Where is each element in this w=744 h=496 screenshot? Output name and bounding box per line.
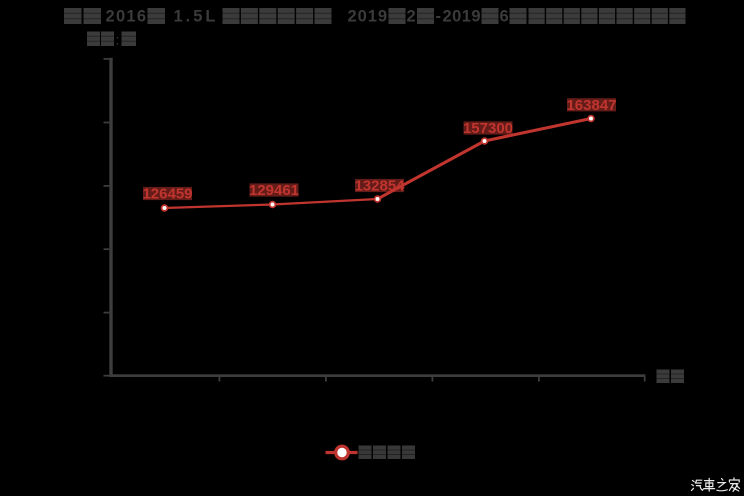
svg-text:2: 2 <box>407 8 416 26</box>
svg-text:157300: 157300 <box>463 120 513 137</box>
svg-text:129461: 129461 <box>249 182 299 199</box>
svg-text:6: 6 <box>500 8 509 26</box>
svg-text:1.5L: 1.5L <box>174 8 216 26</box>
svg-text:132854: 132854 <box>354 178 405 195</box>
svg-text:2019: 2019 <box>348 8 388 26</box>
svg-text:-: - <box>436 8 442 26</box>
svg-text:126459: 126459 <box>142 186 192 203</box>
svg-text:2019: 2019 <box>443 8 481 26</box>
svg-text:163847: 163847 <box>566 97 616 114</box>
svg-text:2016: 2016 <box>106 8 147 26</box>
svg-text::: : <box>116 32 120 48</box>
